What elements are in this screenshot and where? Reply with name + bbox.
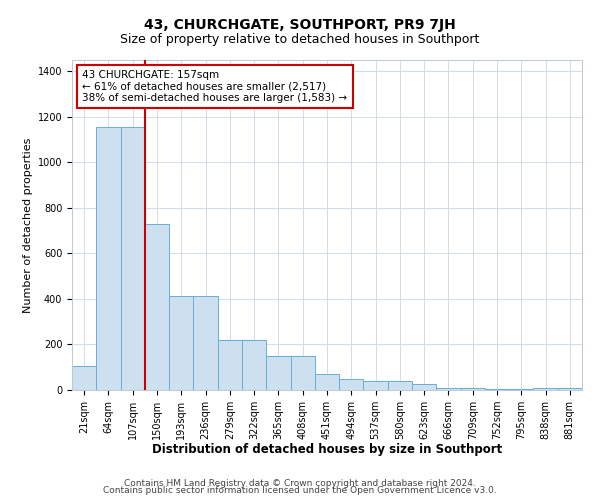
Bar <box>242 340 266 390</box>
X-axis label: Distribution of detached houses by size in Southport: Distribution of detached houses by size … <box>152 444 502 456</box>
Bar <box>436 388 461 390</box>
Bar <box>169 296 193 390</box>
Bar <box>533 388 558 390</box>
Bar <box>121 127 145 390</box>
Bar <box>461 388 485 390</box>
Bar <box>509 389 533 390</box>
Bar <box>218 340 242 390</box>
Bar <box>315 374 339 390</box>
Bar <box>290 356 315 390</box>
Bar <box>339 378 364 390</box>
Bar <box>388 381 412 390</box>
Bar <box>145 224 169 390</box>
Text: 43, CHURCHGATE, SOUTHPORT, PR9 7JH: 43, CHURCHGATE, SOUTHPORT, PR9 7JH <box>144 18 456 32</box>
Bar <box>193 296 218 390</box>
Bar <box>558 388 582 390</box>
Bar <box>72 366 96 390</box>
Text: Size of property relative to detached houses in Southport: Size of property relative to detached ho… <box>121 32 479 46</box>
Text: Contains HM Land Registry data © Crown copyright and database right 2024.: Contains HM Land Registry data © Crown c… <box>124 478 476 488</box>
Bar <box>485 389 509 390</box>
Y-axis label: Number of detached properties: Number of detached properties <box>23 138 34 312</box>
Bar <box>412 384 436 390</box>
Bar <box>96 127 121 390</box>
Text: 43 CHURCHGATE: 157sqm
← 61% of detached houses are smaller (2,517)
38% of semi-d: 43 CHURCHGATE: 157sqm ← 61% of detached … <box>82 70 347 103</box>
Bar <box>266 356 290 390</box>
Bar <box>364 381 388 390</box>
Text: Contains public sector information licensed under the Open Government Licence v3: Contains public sector information licen… <box>103 486 497 495</box>
